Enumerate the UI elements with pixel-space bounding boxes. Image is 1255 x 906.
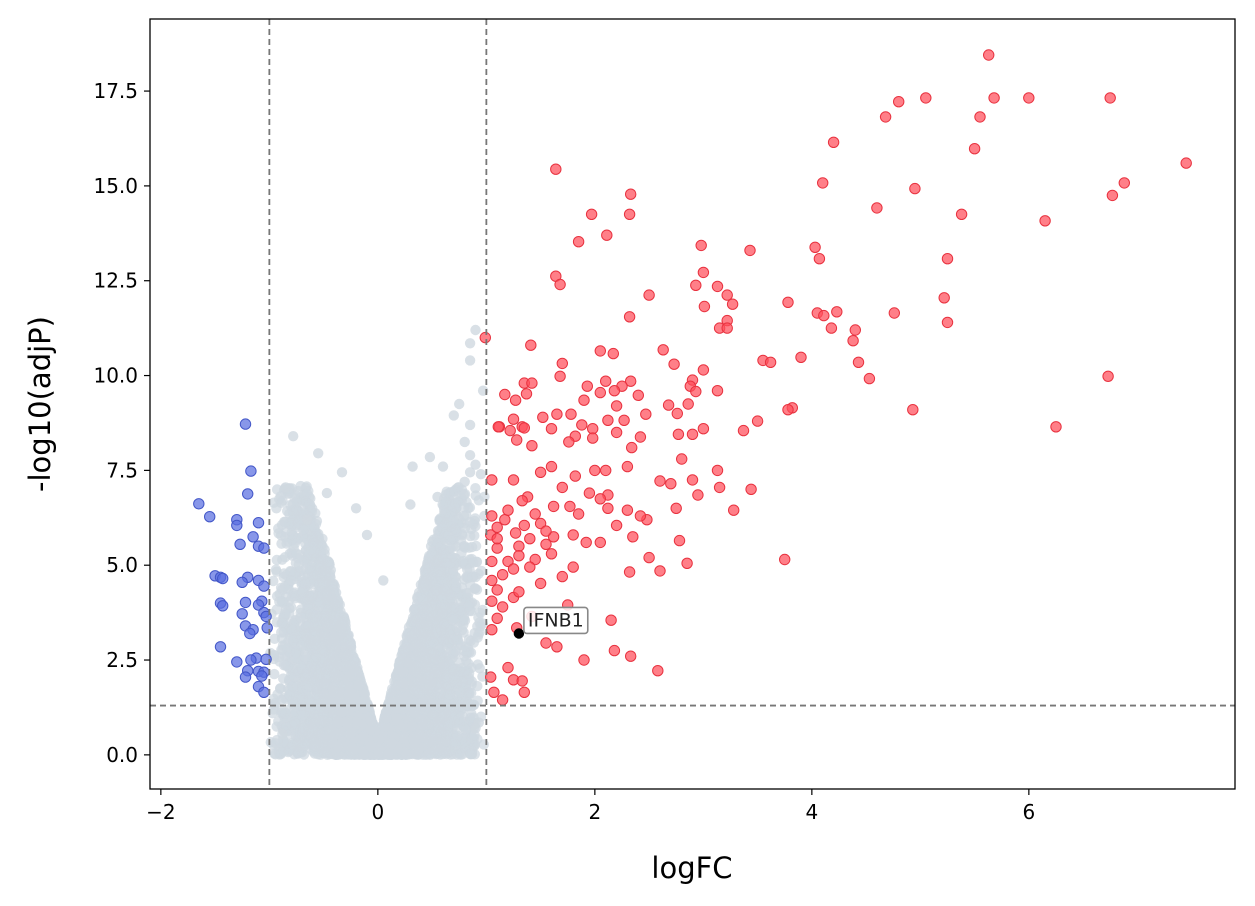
ns-point: [461, 588, 472, 599]
ns-point: [449, 736, 460, 747]
ns-point: [298, 524, 309, 535]
ns-point: [472, 659, 483, 670]
ns-point: [468, 557, 479, 568]
ns-point: [287, 635, 298, 646]
ns-point: [449, 715, 460, 726]
ns-point: [277, 617, 288, 628]
ns-point: [269, 668, 280, 680]
ns-point: [458, 645, 470, 656]
ns-point: [299, 651, 311, 663]
ns-point: [477, 671, 488, 682]
ns-point: [353, 679, 364, 691]
ns-point: [448, 614, 459, 626]
ns-point: [269, 633, 280, 644]
ns-point: [435, 602, 447, 614]
ns-point: [289, 593, 301, 604]
ns-point: [276, 627, 287, 638]
ns-point: [466, 541, 478, 553]
ns-point: [456, 547, 467, 559]
ns-point: [300, 538, 311, 549]
ns-point: [463, 601, 474, 612]
ns-point: [327, 682, 339, 694]
ns-point: [304, 499, 315, 510]
ns-point: [280, 516, 291, 528]
ns-point: [443, 488, 455, 499]
ns-point: [273, 716, 284, 727]
ns-point: [268, 575, 279, 587]
ns-point: [469, 530, 480, 541]
ns-point: [270, 564, 282, 575]
ns-point: [463, 690, 474, 701]
ns-point: [472, 680, 483, 692]
ns-point: [469, 583, 480, 594]
ns-point: [282, 643, 293, 654]
ns-point: [456, 528, 467, 539]
ns-point: [398, 678, 410, 689]
ns-point: [438, 634, 449, 646]
ns-point: [292, 739, 303, 751]
ns-point: [271, 503, 282, 514]
ns-point: [332, 717, 343, 729]
ns-point: [457, 557, 468, 568]
ns-point: [294, 565, 305, 577]
ns-point: [451, 577, 462, 588]
ns-point: [304, 563, 315, 574]
ns-point: [467, 571, 478, 583]
ns-point: [308, 547, 319, 558]
ns-point: [300, 578, 311, 589]
ns-point: [424, 563, 435, 574]
ns-point: [465, 712, 476, 724]
ns-point: [465, 748, 476, 760]
ns-point: [459, 666, 470, 677]
ns-point: [457, 711, 469, 722]
ns-point: [422, 684, 434, 695]
ns-point: [275, 683, 286, 694]
ns-point: [278, 673, 289, 684]
ns-point: [435, 566, 446, 577]
ns-point: [412, 593, 423, 604]
ns-point: [460, 724, 472, 735]
ns-point: [459, 488, 471, 500]
ns-point: [286, 602, 297, 613]
ns-point: [335, 726, 346, 737]
ns-point: [275, 491, 286, 502]
ns-point: [399, 733, 410, 744]
ns-point: [464, 502, 476, 513]
ns-point: [470, 490, 481, 501]
ns-point: [440, 508, 451, 519]
ns-point: [470, 483, 481, 494]
ns-point: [273, 523, 284, 534]
ns-point: [302, 600, 313, 611]
ns-point: [445, 558, 456, 569]
ns-point: [291, 681, 303, 692]
ns-point: [291, 691, 302, 702]
ns-points-layer: [265, 324, 490, 760]
ns-point: [461, 655, 472, 666]
ns-point: [291, 505, 302, 516]
ns-point: [445, 654, 456, 665]
ns-point: [440, 682, 452, 693]
ns-point: [343, 688, 354, 700]
ns-point: [473, 612, 484, 623]
ns-point: [280, 708, 291, 719]
ns-point: [452, 723, 463, 735]
ns-point: [312, 532, 323, 543]
ns-point: [450, 645, 461, 657]
ns-point: [438, 548, 450, 559]
ns-point: [479, 491, 490, 502]
ns-point: [319, 747, 330, 758]
ns-point: [269, 748, 280, 759]
ns-point: [285, 566, 297, 577]
ns-point: [293, 533, 304, 544]
ns-point: [278, 660, 290, 671]
ns-point: [297, 710, 308, 721]
ns-point: [271, 554, 282, 566]
ns-point: [310, 518, 322, 530]
ns-point: [293, 747, 304, 758]
ns-point: [289, 718, 301, 729]
ns-point: [455, 687, 466, 698]
ns-point: [452, 700, 463, 712]
ns-point: [306, 661, 317, 672]
